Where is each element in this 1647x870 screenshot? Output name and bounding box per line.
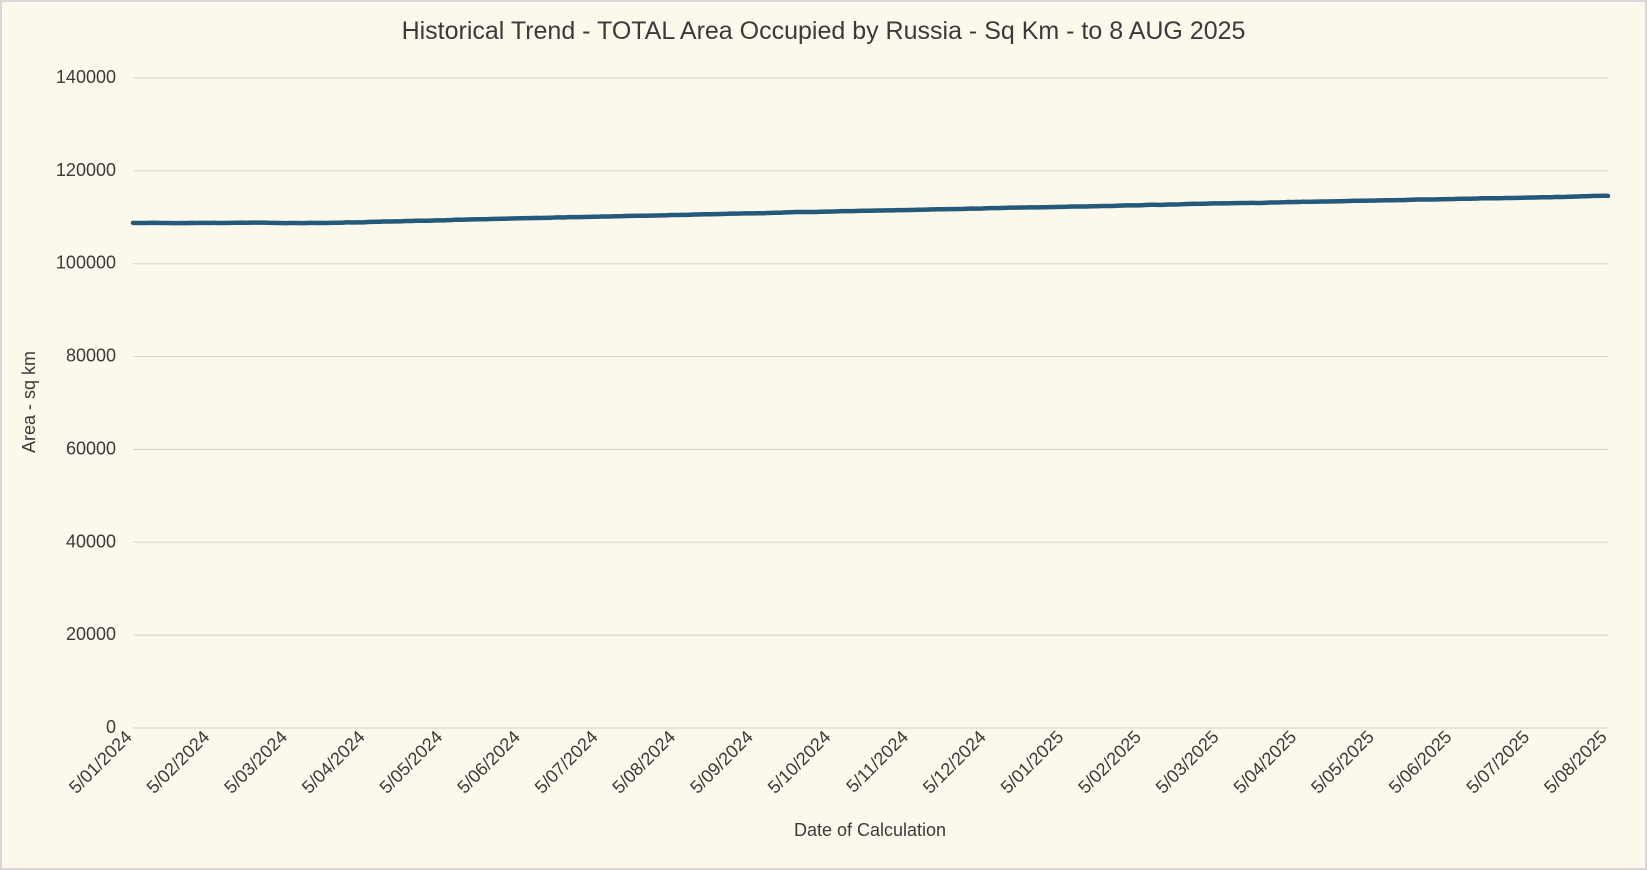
svg-text:5/12/2024: 5/12/2024 [919,727,990,798]
svg-text:5/05/2024: 5/05/2024 [376,727,447,798]
svg-text:120000: 120000 [56,160,116,180]
svg-text:80000: 80000 [66,346,116,366]
svg-text:5/07/2025: 5/07/2025 [1462,727,1533,798]
svg-text:5/08/2024: 5/08/2024 [608,727,679,798]
svg-text:140000: 140000 [56,67,116,87]
svg-text:Area - sq km: Area - sq km [19,351,39,453]
svg-text:5/05/2025: 5/05/2025 [1307,727,1378,798]
svg-text:5/04/2024: 5/04/2024 [298,727,369,798]
svg-text:20000: 20000 [66,624,116,644]
svg-text:5/08/2025: 5/08/2025 [1540,727,1611,798]
svg-text:5/11/2024: 5/11/2024 [842,727,912,797]
svg-text:5/01/2025: 5/01/2025 [997,727,1068,798]
svg-text:5/01/2024: 5/01/2024 [65,727,136,798]
svg-text:5/09/2024: 5/09/2024 [686,727,757,798]
svg-text:5/02/2024: 5/02/2024 [143,727,214,798]
svg-text:5/10/2024: 5/10/2024 [764,727,835,798]
svg-text:5/03/2024: 5/03/2024 [220,727,291,798]
svg-text:5/07/2024: 5/07/2024 [531,727,602,798]
svg-text:100000: 100000 [56,253,116,273]
svg-text:5/03/2025: 5/03/2025 [1152,727,1223,798]
svg-text:60000: 60000 [66,438,116,458]
svg-text:5/06/2024: 5/06/2024 [453,727,524,798]
svg-text:5/04/2025: 5/04/2025 [1230,727,1301,798]
svg-text:5/02/2025: 5/02/2025 [1074,727,1145,798]
svg-text:Date of Calculation: Date of Calculation [794,820,946,840]
svg-text:40000: 40000 [66,531,116,551]
svg-text:5/06/2025: 5/06/2025 [1385,727,1456,798]
